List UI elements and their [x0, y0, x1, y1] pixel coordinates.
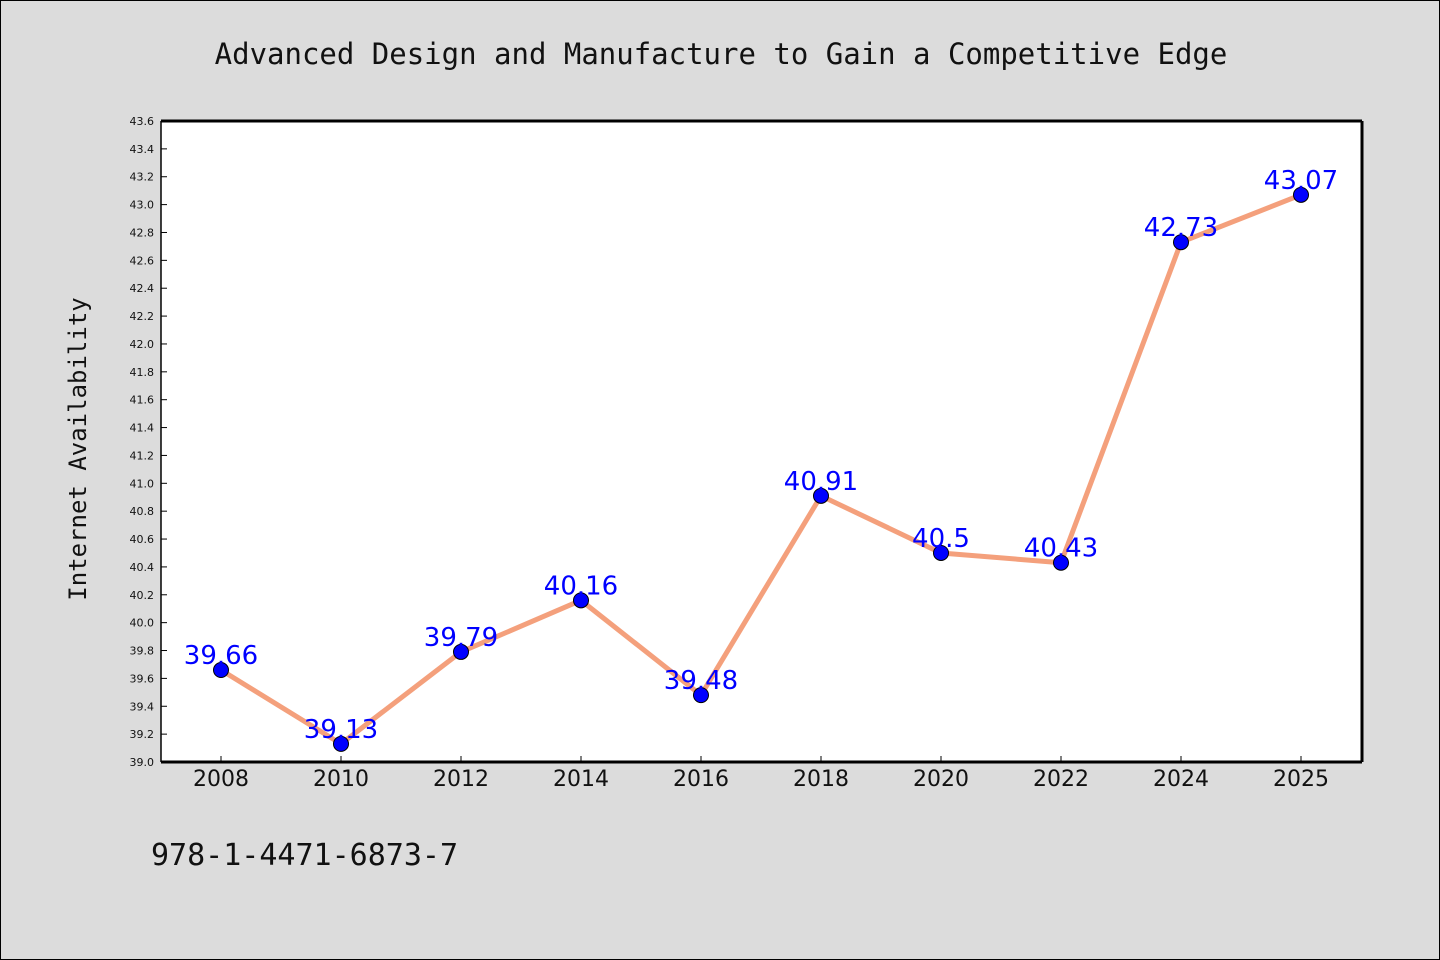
data-point: [693, 687, 709, 704]
isbn-text: 978-1-4471-6873-7: [151, 838, 458, 873]
data-point: [813, 487, 829, 504]
x-tick-label: 2025: [1273, 767, 1329, 792]
y-tick-label: 41.2: [130, 449, 155, 462]
y-tick-label: 39.0: [130, 756, 155, 769]
chart-title: Advanced Design and Manufacture to Gain …: [215, 37, 1228, 71]
data-label: 40.5: [912, 524, 970, 554]
y-tick-label: 42.6: [130, 254, 155, 267]
x-tick-label: 2010: [313, 767, 369, 792]
data-label: 39.79: [424, 623, 498, 653]
x-tick-label: 2022: [1033, 767, 1089, 792]
y-tick-label: 40.8: [130, 505, 155, 518]
y-tick-label: 41.0: [130, 477, 155, 490]
y-tick-label: 41.6: [130, 394, 155, 407]
y-tick-label: 42.4: [130, 282, 155, 295]
data-label: 43.07: [1264, 166, 1338, 196]
data-label: 39.48: [664, 666, 738, 696]
y-tick-label: 42.8: [130, 226, 155, 239]
y-tick-label: 42.2: [130, 310, 155, 323]
y-tick-label: 41.4: [130, 422, 155, 435]
x-axis-ticks: 2008 2010 2012 2014 2016 2018 2020 2022 2024 2025: [193, 756, 1329, 792]
x-tick-label: 2016: [673, 767, 729, 792]
data-point: [333, 735, 349, 752]
data-point: [1293, 186, 1309, 203]
series-line: [218, 192, 1304, 747]
data-point: [933, 544, 949, 561]
y-tick-label: 40.0: [130, 617, 155, 630]
x-tick-label: 2018: [793, 767, 849, 792]
x-tick-label: 2008: [193, 767, 249, 792]
y-tick-label: 41.8: [130, 366, 155, 379]
y-tick-label: 43.2: [130, 171, 155, 184]
x-tick-label: 2014: [553, 767, 609, 792]
data-point: [213, 662, 229, 679]
y-tick-label: 39.2: [130, 728, 155, 741]
y-tick-label: 40.4: [130, 561, 155, 574]
plot-area: [161, 121, 1362, 762]
data-label: 40.91: [784, 467, 858, 497]
data-label: 42.73: [1144, 213, 1218, 243]
y-tick-label: 39.8: [130, 645, 155, 658]
axes: [160, 119, 1364, 764]
x-tick-label: 2012: [433, 767, 489, 792]
y-tick-label: 42.0: [130, 338, 155, 351]
y-tick-label: 39.6: [130, 672, 155, 685]
data-label: 39.13: [304, 715, 378, 745]
x-tick-label: 2020: [913, 767, 969, 792]
y-tick-label: 43.4: [130, 143, 155, 156]
y-tick-label: 39.4: [130, 700, 155, 713]
data-label: 40.43: [1024, 534, 1098, 564]
y-tick-label: 40.2: [130, 589, 155, 602]
series-line-layer: [213, 186, 1309, 752]
data-point: [453, 643, 469, 660]
data-point: [1053, 554, 1069, 571]
y-tick-label: 43.0: [130, 199, 155, 212]
data-point: [1173, 234, 1189, 251]
data-labels: 39.66 39.13 39.79 40.16 39.48 40.91 40.5 40.43 4…: [184, 166, 1338, 745]
data-label: 39.66: [184, 641, 258, 671]
y-axis-label: Internet Availability: [64, 297, 92, 600]
y-axis-ticks: 39.0 39.2 39.4 39.6 39.8 40.0 40.2 40.4 40.6 40.8…: [130, 115, 167, 769]
data-point: [573, 592, 589, 609]
y-tick-label: 43.6: [130, 115, 155, 128]
x-tick-label: 2024: [1153, 767, 1209, 792]
y-tick-label: 40.6: [130, 533, 155, 546]
data-label: 40.16: [544, 571, 618, 601]
